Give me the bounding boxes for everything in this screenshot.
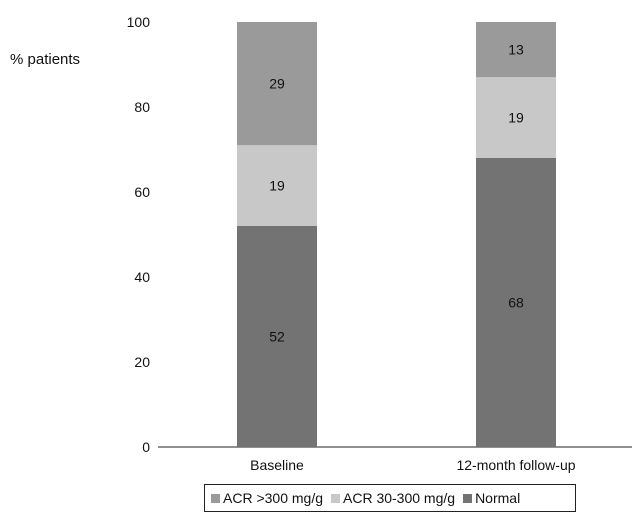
y-tick-label: 80 — [134, 99, 150, 115]
stacked-bar-chart: 0 20 40 60 80 100 52 19 29 Baseline 68 19 13 12-month… — [127, 14, 632, 473]
legend-item: ACR 30-300 mg/g — [331, 490, 455, 506]
y-tick-label: 20 — [134, 354, 150, 370]
legend-item: ACR >300 mg/g — [211, 490, 323, 506]
legend-label: Normal — [475, 490, 521, 506]
bar-segment — [237, 22, 317, 146]
legend-swatch — [331, 493, 340, 503]
x-tick-label: Baseline — [250, 457, 304, 473]
bar-segment — [237, 145, 317, 226]
data-label: 29 — [269, 76, 285, 92]
legend-swatch — [463, 493, 473, 503]
data-label: 13 — [508, 42, 524, 58]
legend-item: Normal — [463, 490, 520, 506]
data-label: 52 — [269, 329, 285, 345]
data-label: 19 — [269, 178, 285, 194]
bar-segment — [476, 158, 556, 447]
bar-segment — [237, 226, 317, 447]
y-tick-label: 100 — [127, 14, 151, 30]
x-tick-label: 12-month follow-up — [456, 457, 575, 473]
legend: ACR >300 mg/g ACR 30-300 mg/g Normal — [204, 484, 576, 512]
legend-label: ACR >300 mg/g — [223, 490, 323, 506]
bar-segment — [476, 77, 556, 158]
data-label: 19 — [508, 110, 524, 126]
legend-label: ACR 30-300 mg/g — [343, 490, 456, 506]
legend-swatch — [211, 493, 220, 503]
y-axis-label: % patients — [10, 51, 81, 68]
y-tick-label: 40 — [134, 269, 150, 285]
data-label: 68 — [508, 295, 524, 311]
y-tick-label: 0 — [142, 439, 150, 455]
bar-segment — [476, 22, 556, 78]
y-tick-label: 60 — [134, 184, 150, 200]
